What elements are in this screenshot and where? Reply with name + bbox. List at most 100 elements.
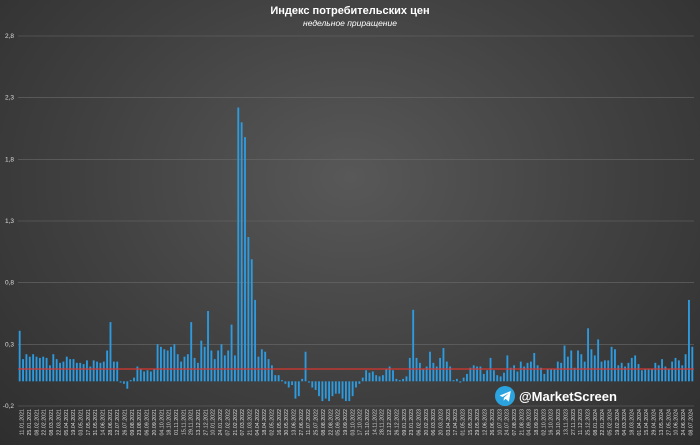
x-tick-label: 14.06.2021	[101, 409, 107, 436]
bar	[126, 381, 129, 389]
bar	[139, 369, 142, 382]
bar	[634, 355, 637, 382]
x-tick-label: 22.01.2024	[600, 409, 606, 436]
x-tick-label: 04.04.2022	[255, 409, 261, 436]
bar	[691, 346, 694, 382]
bar	[344, 381, 347, 402]
bar	[210, 350, 213, 382]
bar	[318, 381, 320, 397]
bar	[334, 381, 337, 394]
bar	[640, 370, 643, 382]
bar	[260, 349, 263, 382]
bar	[466, 373, 468, 382]
bar	[388, 366, 391, 382]
x-tick-label: 30.10.2023	[556, 409, 562, 436]
x-tick-label: 16.10.2023	[549, 409, 555, 436]
bar	[213, 359, 216, 382]
bar	[358, 381, 361, 384]
bar	[217, 350, 220, 382]
x-tick-label: 25.01.2021	[27, 409, 33, 436]
y-axis: -0,2 0,3 0,8 1,3 1,8 2,3 2,8	[3, 33, 15, 410]
bar	[301, 378, 304, 382]
x-tick-label: 21.02.2022	[233, 409, 239, 436]
bar	[688, 299, 690, 382]
bar	[62, 361, 65, 382]
bar	[375, 375, 378, 382]
x-tick-label: 12.12.2022	[387, 409, 393, 436]
bar	[429, 351, 431, 382]
bar	[540, 367, 542, 382]
x-tick-label: 27.11.2023	[571, 409, 577, 435]
bar	[516, 371, 519, 382]
bar	[176, 354, 179, 382]
bar	[452, 380, 455, 382]
bar	[550, 369, 552, 382]
bar	[92, 360, 95, 382]
bar	[624, 366, 626, 382]
x-tick-label: 09.01.2023	[402, 409, 408, 436]
bar	[607, 360, 610, 382]
telegram-icon	[495, 386, 515, 406]
bar	[620, 362, 623, 382]
y-tick-label: 0,8	[5, 280, 14, 287]
x-tick-label: 17.04.2023	[453, 409, 459, 436]
bar	[45, 357, 48, 382]
x-tick-label: 25.12.2023	[585, 409, 591, 436]
bar	[75, 362, 78, 382]
bar	[432, 362, 435, 382]
bar	[328, 381, 331, 402]
bar	[55, 359, 58, 382]
x-tick-label: 24.01.2022	[218, 409, 224, 436]
bar	[197, 362, 199, 382]
x-tick-label: 17.10.2022	[358, 409, 364, 436]
bar	[523, 366, 526, 382]
bar	[617, 365, 620, 382]
x-tick-label: 23.08.2021	[137, 409, 143, 436]
chart-title: Индекс потребительских цен	[270, 5, 429, 17]
bar	[311, 381, 314, 388]
bar	[543, 373, 546, 382]
x-tick-label: 31.05.2021	[93, 409, 99, 436]
bar	[294, 381, 297, 399]
bar	[402, 378, 405, 382]
bar	[230, 324, 233, 382]
x-tick-label: 26.07.2021	[123, 409, 129, 436]
x-tick-label: 07.03.2022	[240, 409, 246, 436]
bar	[119, 381, 122, 383]
bar	[129, 380, 132, 382]
x-tick-label: 18.09.2023	[534, 409, 540, 436]
bar	[89, 366, 92, 382]
bar	[297, 381, 300, 397]
bar	[439, 357, 441, 382]
x-tick-label: 11.12.2023	[578, 409, 584, 435]
x-tick-label: 13.12.2021	[196, 409, 202, 436]
y-tick-label: 2,3	[5, 95, 14, 102]
bar	[25, 354, 28, 382]
bar	[580, 354, 583, 382]
bar	[86, 360, 88, 382]
bar	[667, 369, 670, 382]
bar	[72, 359, 75, 382]
bar	[671, 361, 674, 382]
bar	[577, 350, 579, 382]
y-tick-label: -0,2	[3, 403, 15, 410]
x-tick-label: 01.05.2023	[461, 409, 467, 436]
bar	[96, 361, 98, 382]
x-tick-label: 28.11.2022	[380, 409, 386, 435]
bar	[395, 378, 398, 382]
bar	[200, 340, 203, 382]
bar	[254, 299, 257, 382]
bar	[284, 381, 287, 384]
bar	[536, 365, 539, 382]
bar	[143, 371, 146, 382]
x-tick-label: 24.06.2024	[681, 409, 687, 436]
x-tick-label: 21.08.2023	[519, 409, 525, 436]
bar	[307, 381, 310, 383]
bar	[109, 322, 112, 382]
bar	[489, 357, 492, 382]
y-tick-label: 1,3	[5, 218, 14, 225]
x-tick-label: 08.08.2022	[321, 409, 327, 436]
x-tick-label: 15.04.2024	[644, 409, 650, 436]
bar	[472, 365, 475, 382]
x-tick-label: 27.12.2021	[203, 409, 209, 436]
